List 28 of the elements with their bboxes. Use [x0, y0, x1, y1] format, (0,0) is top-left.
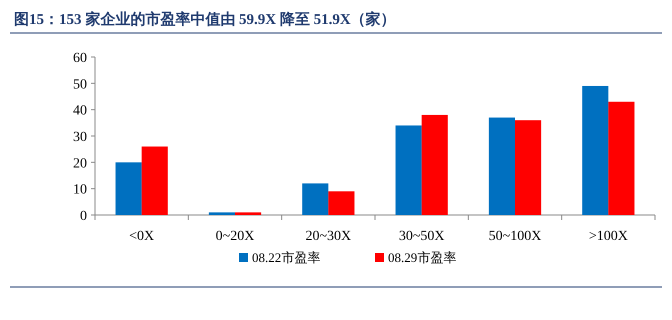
y-tick-label: 10: [73, 182, 87, 198]
x-tick-label: 20~30X: [305, 229, 352, 244]
x-tick-label: >100X: [588, 229, 628, 244]
bar: [116, 162, 142, 215]
legend-label: 08.29市盈率: [388, 250, 456, 265]
bar: [488, 118, 515, 215]
y-tick-label: 30: [73, 130, 87, 145]
y-tick-label: 60: [73, 51, 87, 66]
bar: [208, 212, 235, 215]
bar: [235, 212, 262, 215]
bar: [396, 125, 422, 215]
bar: [582, 86, 608, 215]
bar: [422, 114, 448, 215]
bar: [302, 183, 328, 215]
y-tick-label: 50: [73, 77, 87, 92]
y-tick-label: 40: [73, 104, 87, 119]
y-tick-label: 20: [73, 156, 87, 172]
x-tick-label: <0X: [129, 229, 154, 244]
bar: [142, 146, 168, 215]
bar: [608, 102, 634, 215]
legend-label: 08.22市盈率: [252, 250, 320, 265]
x-tick-label: 0~20X: [216, 229, 254, 244]
bar: [328, 191, 354, 215]
y-tick-label: 0: [80, 209, 87, 224]
x-tick-label: 30~50X: [398, 229, 445, 244]
bar: [515, 120, 542, 215]
x-tick-label: 50~100X: [488, 229, 542, 244]
chart-title: 图15：153 家企业的市盈率中值由 59.9X 降至 51.9X（家）: [14, 10, 396, 28]
